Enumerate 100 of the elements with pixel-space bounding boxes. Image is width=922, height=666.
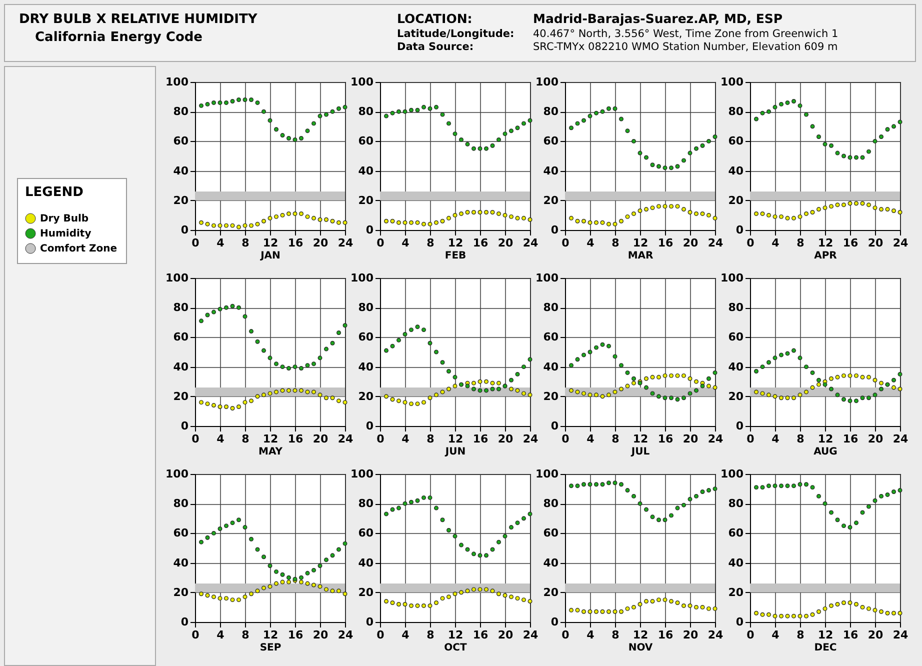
y-tick-label: 100 — [536, 76, 559, 88]
x-tick-label: 8 — [796, 432, 804, 446]
x-tick-label: 16 — [472, 236, 488, 250]
x-axis-title: AUG — [814, 446, 838, 458]
x-tick-label: 12 — [448, 432, 464, 446]
x-tick-label: 4 — [216, 432, 225, 446]
x-tick-label: 12 — [262, 628, 278, 642]
x-tick-label: 16 — [842, 628, 858, 642]
x-tick-label: 24 — [892, 432, 908, 446]
y-tick-label: 100 — [350, 76, 374, 88]
y-tick-label: 20 — [173, 390, 189, 403]
y-tick-label: 40 — [358, 556, 374, 570]
x-tick-label: 0 — [376, 236, 385, 250]
x-tick-label: 20 — [498, 628, 514, 642]
x-axis-title: JUN — [444, 446, 466, 458]
x-tick-label: 20 — [868, 236, 884, 250]
x-tick-label: 16 — [472, 432, 488, 446]
y-tick-label: 80 — [543, 301, 559, 314]
x-tick-label: 24 — [708, 628, 724, 642]
text: Madrid-Barajas-Suarez.AP, MD, ESP — [533, 11, 783, 26]
x-axis-title: JAN — [260, 250, 280, 262]
y-tick-label: 0 — [366, 420, 374, 432]
text: SRC-TMYx 082210 WMO Station Number, Elevation 609 m — [533, 41, 838, 53]
x-tick-label: 12 — [818, 236, 834, 250]
y-tick-label: 60 — [173, 330, 189, 344]
y-tick-label: 80 — [728, 105, 744, 118]
y-tick-label: 100 — [350, 468, 374, 480]
y-tick-label: 100 — [536, 468, 559, 480]
y-tick-label: 20 — [543, 586, 559, 599]
x-tick-label: 8 — [796, 628, 804, 642]
y-tick-label: 80 — [728, 301, 744, 314]
x-tick-label: 0 — [376, 432, 385, 446]
legend-label: Dry Bulb — [40, 214, 89, 224]
y-tick-label: 100 — [720, 76, 744, 88]
y-tick-label: 80 — [543, 105, 559, 118]
y-tick-label: 40 — [358, 164, 374, 178]
y-tick-label: 40 — [173, 360, 189, 374]
x-tick-label: 0 — [192, 432, 200, 446]
x-axis-title: JUL — [630, 446, 650, 458]
x-tick-label: 24 — [892, 628, 908, 642]
y-tick-label: 60 — [543, 330, 559, 344]
y-tick-label: 40 — [358, 360, 374, 374]
x-tick-label: 16 — [658, 628, 674, 642]
x-axis-title: SEP — [260, 642, 282, 654]
x-axis-title: MAY — [258, 446, 284, 458]
x-tick-label: 8 — [426, 236, 434, 250]
y-tick-label: 80 — [358, 105, 374, 118]
x-axis-title: FEB — [444, 250, 466, 262]
x-axis-title: NOV — [628, 642, 653, 654]
y-tick-label: 20 — [728, 586, 744, 599]
x-axis-title: OCT — [444, 642, 468, 654]
y-tick-label: 20 — [728, 390, 744, 403]
text: DRY BULB X RELATIVE HUMIDITY — [19, 12, 258, 27]
x-tick-label: 16 — [658, 236, 674, 250]
y-tick-label: 100 — [720, 468, 744, 480]
x-tick-label: 12 — [262, 432, 278, 446]
x-tick-label: 16 — [842, 432, 858, 446]
x-tick-label: 16 — [842, 236, 858, 250]
y-tick-label: 60 — [358, 330, 374, 344]
x-tick-label: 0 — [746, 236, 755, 250]
x-tick-label: 24 — [892, 236, 908, 250]
x-tick-label: 20 — [312, 432, 328, 446]
y-tick-label: 0 — [180, 420, 189, 432]
y-tick-label: 40 — [728, 360, 744, 374]
x-axis-title: DEC — [814, 642, 837, 654]
x-tick-label: 24 — [708, 432, 724, 446]
x-tick-label: 8 — [612, 432, 620, 446]
x-tick-label: 24 — [522, 236, 538, 250]
y-tick-label: 100 — [166, 76, 189, 88]
x-tick-label: 0 — [376, 628, 385, 642]
x-tick-label: 12 — [448, 236, 464, 250]
x-tick-label: 8 — [796, 236, 804, 250]
y-tick-label: 60 — [728, 526, 744, 540]
x-tick-label: 24 — [708, 236, 724, 250]
y-tick-label: 60 — [173, 134, 189, 148]
y-tick-label: 80 — [728, 497, 744, 510]
x-tick-label: 16 — [288, 432, 304, 446]
y-tick-label: 40 — [543, 556, 559, 570]
x-tick-label: 12 — [262, 236, 278, 250]
y-tick-label: 80 — [173, 497, 189, 510]
y-tick-label: 60 — [358, 134, 374, 148]
x-tick-label: 24 — [338, 236, 354, 250]
y-tick-label: 60 — [728, 134, 744, 148]
y-tick-label: 20 — [358, 586, 374, 599]
x-tick-label: 16 — [658, 432, 674, 446]
y-tick-label: 0 — [736, 224, 744, 236]
y-tick-label: 20 — [358, 390, 374, 403]
text: 40.467° North, 3.556° West, Time Zone from Greenwich 1 — [533, 28, 838, 40]
x-tick-label: 8 — [612, 236, 620, 250]
x-tick-label: 20 — [312, 628, 328, 642]
x-tick-label: 0 — [746, 432, 755, 446]
x-tick-label: 4 — [586, 432, 595, 446]
x-tick-label: 20 — [498, 236, 514, 250]
y-tick-label: 60 — [728, 330, 744, 344]
y-tick-label: 0 — [736, 616, 744, 628]
x-tick-label: 8 — [426, 432, 434, 446]
y-tick-label: 100 — [536, 272, 559, 284]
x-axis-title: APR — [814, 250, 838, 262]
x-tick-label: 16 — [288, 236, 304, 250]
x-tick-label: 20 — [498, 432, 514, 446]
